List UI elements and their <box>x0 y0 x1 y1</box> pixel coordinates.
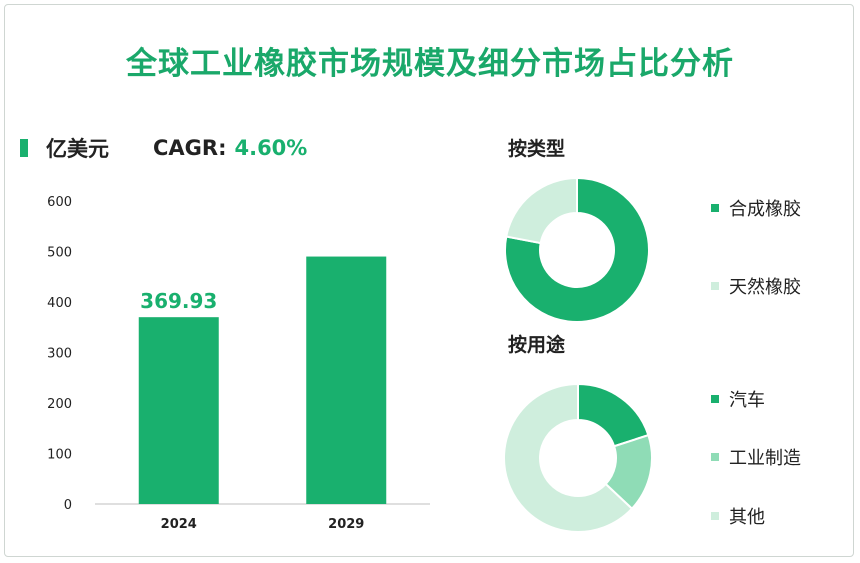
pie-type-title: 按类型 <box>508 138 566 160</box>
legend-dot <box>711 453 719 461</box>
pie-legend-label: 天然橡胶 <box>729 277 801 298</box>
legend-dot <box>711 395 719 403</box>
chart-frame <box>4 4 854 557</box>
y-tick-label: 400 <box>47 296 72 311</box>
pie-usage-title: 按用途 <box>508 334 566 356</box>
legend-unit: 亿美元 <box>46 137 109 161</box>
y-tick-label: 0 <box>64 498 72 513</box>
pie-slice <box>505 176 578 245</box>
y-tick-label: 200 <box>47 397 72 412</box>
x-tick-label: 2024 <box>161 517 197 532</box>
pie-type-chart <box>504 176 650 323</box>
x-tick-label: 2029 <box>328 517 364 532</box>
pie-slice <box>577 382 650 448</box>
pie-legend-item: 其他 <box>711 503 765 529</box>
y-tick-label: 100 <box>47 448 72 463</box>
bar <box>138 317 219 504</box>
legend-swatch <box>20 139 28 157</box>
bar <box>306 256 387 504</box>
chart-title: 全球工业橡胶市场规模及细分市场占比分析 <box>126 46 734 82</box>
legend-dot <box>711 512 719 520</box>
pie-legend-item: 合成橡胶 <box>711 195 801 221</box>
y-tick-label: 500 <box>47 246 72 261</box>
bar-data-label: 369.93 <box>140 289 217 313</box>
pie-legend-label: 工业制造 <box>729 448 801 469</box>
bar-chart: 600 500 400 300 200 100 0 2024 369.93 2029 <box>47 195 430 532</box>
bar-legend: 亿美元 CAGR: 4.60% <box>20 134 307 162</box>
y-tick-label: 600 <box>47 195 72 210</box>
legend-dot <box>711 204 719 212</box>
pie-slice <box>504 176 650 323</box>
pie-legend-item: 天然橡胶 <box>711 273 801 299</box>
pie-legend-label: 汽车 <box>729 390 765 411</box>
pie-legend-label: 其他 <box>729 507 765 528</box>
legend-dot <box>711 282 719 290</box>
pie-legend-item: 汽车 <box>711 386 765 412</box>
legend-cagr-label: CAGR: <box>153 136 227 160</box>
pie-legend-item: 工业制造 <box>711 444 801 470</box>
y-tick-label: 300 <box>47 347 72 362</box>
legend-cagr-value: 4.60% <box>234 136 308 160</box>
pie-slice <box>503 382 634 533</box>
pie-usage-chart <box>503 382 653 533</box>
pie-legend-label: 合成橡胶 <box>729 199 801 220</box>
